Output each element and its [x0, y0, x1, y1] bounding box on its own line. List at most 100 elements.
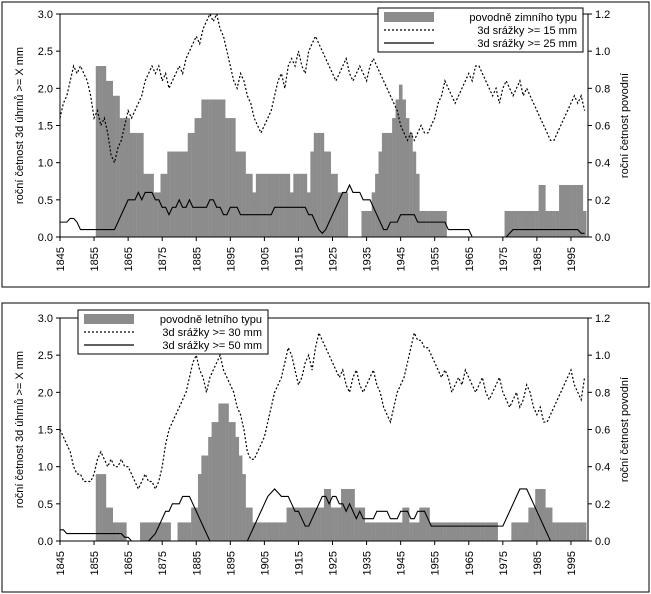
bar	[293, 507, 297, 541]
bar	[542, 184, 546, 237]
x-tick-label: 1985	[532, 551, 544, 575]
bar	[330, 507, 335, 541]
bar	[327, 488, 332, 541]
x-tick-label: 1945	[396, 551, 408, 575]
legend-entry: 3d srážky >= 30 mm	[162, 327, 262, 339]
x-tick-label: 1925	[328, 247, 340, 271]
bar	[133, 132, 137, 237]
bar	[160, 173, 165, 237]
left-y-tick-label: 2.0	[38, 83, 53, 95]
bar	[443, 522, 447, 541]
bar	[562, 184, 567, 237]
bar	[116, 522, 120, 541]
bar	[521, 210, 526, 237]
bar	[150, 173, 154, 237]
legend-entry: 3d srážky >= 50 mm	[162, 340, 262, 352]
bar	[266, 173, 270, 237]
bar	[191, 507, 195, 541]
bar	[480, 522, 485, 541]
bar	[269, 522, 274, 541]
bar	[576, 522, 580, 541]
bar	[310, 507, 314, 541]
bar	[545, 210, 550, 237]
bar	[123, 118, 127, 237]
legend-entry: povodně letního typu	[160, 314, 262, 326]
left-y-tick-label: 1.5	[38, 121, 53, 133]
bar	[334, 507, 338, 541]
right-y-tick-label: 0.0	[595, 232, 610, 244]
bar	[381, 132, 386, 237]
bar	[572, 184, 577, 237]
bar	[109, 80, 113, 238]
bar	[569, 184, 573, 237]
bar	[419, 507, 423, 541]
bar	[487, 522, 492, 541]
bar	[279, 173, 284, 237]
bar	[262, 173, 267, 237]
x-tick-label: 1905	[259, 551, 271, 575]
x-tick-label: 1895	[225, 247, 237, 271]
x-tick-label: 1855	[89, 551, 101, 575]
bar	[347, 488, 352, 541]
bar	[371, 192, 376, 237]
bar	[126, 118, 131, 237]
bar	[507, 210, 512, 237]
legend-entry: 3d srážky >= 15 mm	[477, 25, 577, 37]
bar	[385, 132, 389, 237]
x-tick-label: 1965	[464, 247, 476, 271]
bar	[324, 488, 328, 541]
bar	[456, 522, 461, 541]
bar	[337, 507, 342, 541]
bar	[289, 192, 294, 237]
left-y-tick-label: 2.5	[38, 350, 53, 362]
bar	[582, 522, 587, 541]
bar	[303, 173, 308, 237]
bar	[531, 210, 536, 237]
x-tick-label: 1925	[328, 551, 340, 575]
bar	[300, 173, 304, 237]
bar	[358, 507, 362, 541]
bar	[116, 95, 120, 238]
bar	[494, 522, 498, 541]
bar	[163, 522, 168, 541]
bar	[95, 66, 100, 237]
bar	[249, 507, 253, 541]
bar	[208, 436, 212, 541]
bar	[324, 151, 328, 237]
bar	[218, 403, 223, 541]
bar	[446, 522, 451, 541]
bar	[518, 210, 522, 237]
bar	[177, 151, 182, 237]
bar	[439, 522, 444, 541]
bar	[565, 184, 570, 237]
bar	[170, 151, 175, 237]
bar	[283, 173, 287, 237]
right-y-tick-label: 0.2	[595, 195, 610, 207]
bar	[283, 522, 287, 541]
legend-entry: povodně zimního typu	[469, 12, 577, 24]
right-y-tick-label: 0.4	[595, 462, 610, 474]
x-tick-label: 1965	[464, 551, 476, 575]
bar	[467, 522, 471, 541]
bar	[249, 173, 253, 237]
bar	[238, 151, 243, 237]
bar	[364, 210, 369, 237]
bar	[102, 474, 107, 541]
bar	[398, 84, 403, 238]
bar	[415, 173, 420, 237]
bar	[572, 522, 577, 541]
bar	[538, 184, 543, 237]
bar	[184, 151, 188, 237]
left-y-tick-label: 2.0	[38, 387, 53, 399]
bar	[187, 522, 192, 541]
bar	[140, 132, 144, 237]
bar	[419, 210, 423, 237]
bar	[266, 522, 270, 541]
bar	[153, 522, 158, 541]
bar	[245, 507, 250, 541]
left-y-tick-label: 0.5	[38, 195, 53, 207]
bar	[136, 132, 141, 237]
bar	[317, 507, 321, 541]
bar	[225, 403, 229, 541]
